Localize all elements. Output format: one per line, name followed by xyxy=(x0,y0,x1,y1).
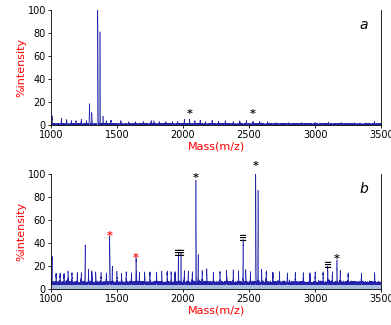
Text: *: * xyxy=(107,230,113,241)
Text: a: a xyxy=(359,18,368,32)
X-axis label: Mass(m/z): Mass(m/z) xyxy=(187,141,245,151)
Text: ≡: ≡ xyxy=(177,248,185,258)
Text: ≡: ≡ xyxy=(324,260,332,270)
Y-axis label: %intensity: %intensity xyxy=(16,202,26,261)
Text: *: * xyxy=(334,253,340,264)
Text: *: * xyxy=(253,161,258,172)
Text: *: * xyxy=(133,252,139,263)
Text: b: b xyxy=(359,182,368,196)
X-axis label: Mass(m/z): Mass(m/z) xyxy=(187,306,245,316)
Text: *: * xyxy=(187,108,192,119)
Text: ≡: ≡ xyxy=(239,233,247,243)
Text: ≡: ≡ xyxy=(174,248,183,258)
Text: *: * xyxy=(193,172,199,183)
Y-axis label: %intensity: %intensity xyxy=(16,38,26,97)
Text: *: * xyxy=(250,108,256,119)
